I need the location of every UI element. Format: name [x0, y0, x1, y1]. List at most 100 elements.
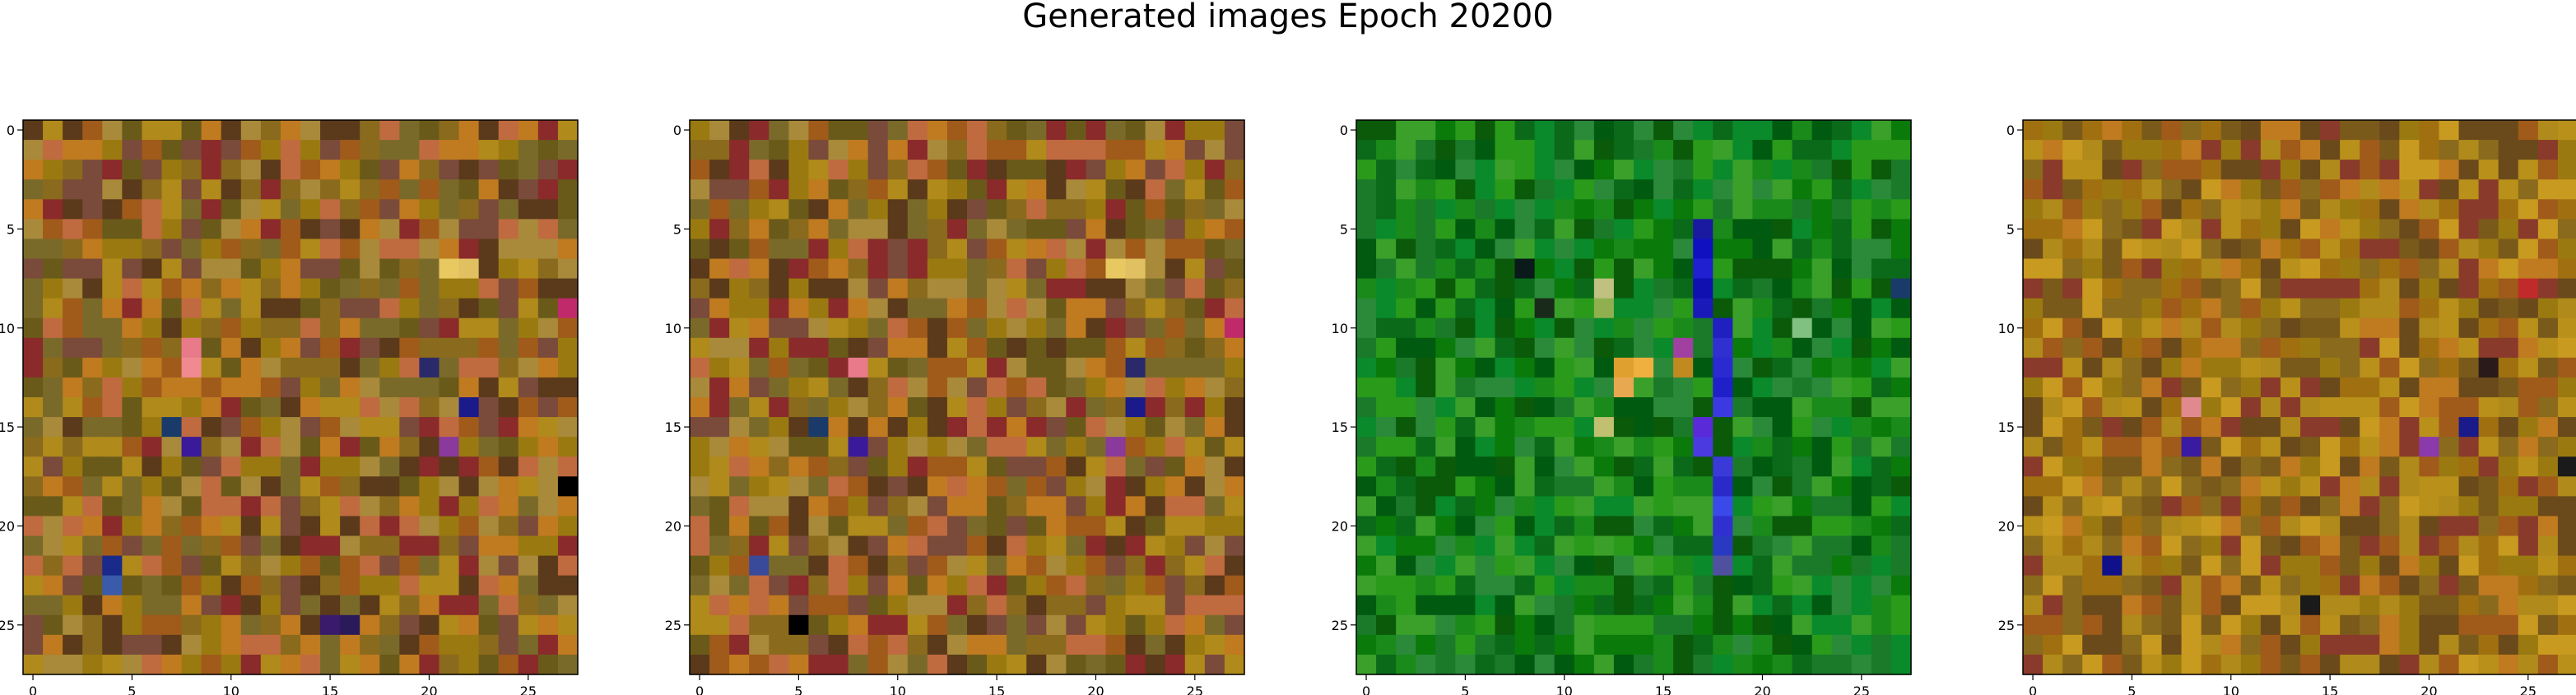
- pixel-cell: [1455, 140, 1476, 160]
- pixel-cell: [537, 317, 559, 339]
- pixel-cell: [2161, 417, 2183, 438]
- pixel-cell: [181, 634, 202, 656]
- pixel-cell: [1007, 377, 1027, 398]
- pixel-cell: [2399, 397, 2420, 418]
- x-tick-label: 20: [421, 683, 437, 695]
- pixel-cell: [2260, 357, 2281, 378]
- pixel-cell: [360, 239, 380, 260]
- pixel-cell: [788, 417, 810, 438]
- pixel-cell: [2439, 258, 2460, 280]
- pixel-cell: [1105, 258, 1127, 280]
- pixel-cell: [1184, 377, 1206, 398]
- pixel-cell: [280, 337, 301, 359]
- pixel-cell: [1593, 397, 1615, 418]
- pixel-cell: [379, 120, 400, 141]
- pixel-cell: [2260, 239, 2281, 260]
- x-tick-label: 25: [520, 683, 537, 695]
- pixel-cell: [1184, 654, 1206, 675]
- pixel-cell: [1495, 179, 1516, 200]
- pixel-cell: [1514, 219, 1536, 240]
- pixel-cell: [240, 179, 262, 200]
- y-tick-label: 5: [7, 221, 15, 237]
- pixel-cell: [2220, 377, 2242, 398]
- pixel-cell: [1693, 160, 1713, 180]
- pixel-cell: [1086, 357, 1107, 378]
- pixel-cell: [1086, 595, 1107, 616]
- pixel-cell: [1026, 437, 1047, 457]
- pixel-cell: [788, 179, 810, 200]
- pixel-cell: [1732, 337, 1754, 359]
- pixel-cell: [2181, 357, 2202, 378]
- pixel-cell: [2518, 595, 2539, 616]
- pixel-cell: [1772, 496, 1793, 517]
- x-tick-label: 5: [794, 683, 802, 695]
- pixel-cell: [808, 377, 830, 398]
- pixel-cell: [1416, 575, 1436, 596]
- x-tick-label: 10: [890, 683, 906, 695]
- pixel-cell: [1145, 377, 1166, 398]
- pixel-cell: [1066, 437, 1087, 457]
- pixel-cell: [1495, 337, 1516, 359]
- pixel-cell: [1890, 239, 1912, 260]
- pixel-cell: [2320, 160, 2341, 180]
- pixel-cell: [1811, 179, 1833, 200]
- pixel-cell: [2240, 179, 2262, 200]
- pixel-cell: [240, 258, 262, 280]
- pixel-cell: [1105, 317, 1127, 339]
- pixel-cell: [1376, 456, 1397, 477]
- pixel-grid: [1356, 120, 1912, 675]
- pixel-cell: [1105, 437, 1127, 457]
- pixel-cell: [927, 437, 948, 457]
- pixel-cell: [1376, 575, 1397, 596]
- pixel-cell: [498, 179, 519, 200]
- pixel-cell: [808, 239, 830, 260]
- pixel-cell: [2023, 417, 2044, 438]
- pixel-cell: [729, 654, 750, 675]
- pixel-cell: [2419, 219, 2440, 240]
- x-tick-label: 5: [2127, 683, 2136, 695]
- pixel-cell: [43, 199, 63, 220]
- pixel-cell: [729, 199, 750, 220]
- pixel-cell: [240, 317, 262, 339]
- pixel-cell: [1046, 258, 1067, 280]
- pixel-cell: [181, 595, 202, 616]
- pixel-cell: [498, 456, 519, 477]
- pixel-cell: [2300, 239, 2321, 260]
- pixel-cell: [690, 476, 710, 497]
- pixel-cell: [2498, 595, 2519, 616]
- pixel-cell: [769, 614, 789, 636]
- pixel-cell: [2557, 239, 2576, 260]
- pixel-cell: [2260, 258, 2281, 280]
- pixel-cell: [1007, 258, 1027, 280]
- pixel-cell: [1772, 575, 1793, 596]
- pixel-cell: [709, 535, 730, 557]
- pixel-cell: [788, 140, 810, 160]
- pixel-cell: [478, 654, 500, 675]
- pixel-cell: [1534, 258, 1555, 280]
- pixel-cell: [967, 496, 988, 517]
- pixel-cell: [1165, 298, 1186, 319]
- pixel-cell: [2260, 278, 2281, 299]
- pixel-cell: [1396, 476, 1416, 497]
- pixel-cell: [1125, 535, 1146, 557]
- pixel-cell: [1713, 239, 1733, 260]
- pixel-cell: [729, 476, 750, 497]
- pixel-cell: [1574, 595, 1595, 616]
- pixel-cell: [2240, 595, 2262, 616]
- pixel-cell: [1752, 337, 1774, 359]
- pixel-cell: [987, 317, 1007, 339]
- pixel-cell: [828, 199, 849, 220]
- pixel-cell: [1851, 278, 1872, 299]
- pixel-cell: [1475, 456, 1496, 477]
- pixel-cell: [1007, 278, 1027, 299]
- pixel-cell: [399, 456, 421, 477]
- pixel-cell: [280, 317, 301, 339]
- pixel-cell: [1026, 179, 1047, 200]
- pixel-cell: [1396, 160, 1416, 180]
- y-tick-label: 10: [0, 321, 15, 336]
- pixel-cell: [2240, 298, 2262, 319]
- x-tick-label: 10: [223, 683, 239, 695]
- pixel-cell: [557, 555, 579, 577]
- pixel-cell: [201, 496, 222, 517]
- pixel-cell: [2161, 634, 2183, 656]
